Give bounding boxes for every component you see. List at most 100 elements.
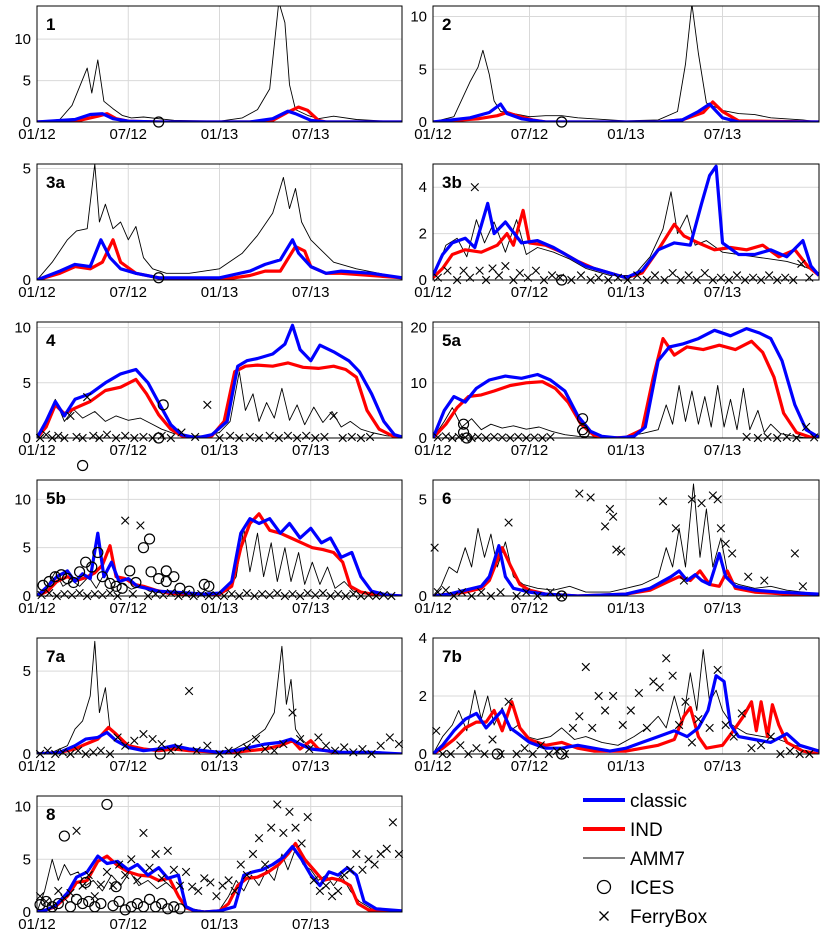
ferrybox-marker [340,870,349,880]
x-tick-label: 01/13 [201,916,239,933]
x-tick-label: 01/12 [414,442,452,459]
ferrybox-marker [737,709,746,718]
x-tick-label: 07/12 [109,126,147,143]
ices-marker [162,903,174,915]
ices-marker [95,897,107,910]
panel-label: 3a [46,173,65,192]
ferrybox-marker [192,746,201,755]
ferrybox-marker [340,743,349,752]
y-tick-label: 5 [23,160,31,177]
y-tick-label: 5 [23,375,31,392]
ferrybox-marker [608,691,618,701]
ferrybox-marker [148,734,157,744]
ferrybox-marker [41,430,51,439]
ferrybox-marker [515,268,525,278]
ferrybox-marker [494,271,504,280]
ferrybox-marker [658,497,668,506]
legend-cross-icon [599,911,609,921]
x-tick-label: 01/13 [201,758,239,775]
ferrybox-marker [98,590,107,600]
panel-label: 8 [46,805,55,824]
x-tick-label: 07/13 [704,284,742,301]
ferrybox-marker [242,870,252,880]
panel-label: 4 [46,331,56,350]
ices-marker [80,876,92,889]
x-tick-label: 07/12 [109,442,147,459]
ferrybox-marker [546,587,555,597]
x-tick-label: 07/13 [704,758,742,775]
legend-circle-icon [596,879,612,895]
y-tick-label: 0 [23,114,31,131]
x-tick-label: 01/13 [607,126,645,143]
ferrybox-marker [90,891,99,901]
y-tick-label: 5 [419,491,427,508]
ferrybox-marker [352,849,361,859]
x-tick-label: 01/12 [18,126,56,143]
x-tick-label: 01/12 [414,600,452,617]
panel-7b: 01/12 07/12 01/13 07/13 0 2 4 7b [414,630,820,775]
axes-frame [432,163,820,281]
ferrybox-marker [291,823,300,832]
ices-marker [168,901,180,913]
ferrybox-marker [200,874,209,883]
ferrybox-marker [489,432,499,442]
ferrybox-marker [175,881,185,890]
ferrybox-marker [333,589,343,599]
series-line-IND [433,700,819,754]
ferrybox-marker [279,739,288,749]
ferrybox-marker [547,271,557,280]
ferrybox-marker [456,741,465,750]
ferrybox-marker [197,589,206,599]
ferrybox-marker [309,876,318,885]
ices-marker [34,899,46,911]
ferrybox-marker [809,433,819,442]
ferrybox-marker [470,183,480,192]
y-tick-label: 0 [23,904,31,921]
x-tick-label: 01/13 [201,284,239,301]
y-tick-label: 0 [23,272,31,289]
ferrybox-marker [295,734,305,744]
ferrybox-marker [151,589,160,599]
ferrybox-marker [760,576,769,585]
ferrybox-marker [634,688,644,698]
ferrybox-marker [432,726,441,735]
ferrybox-marker [166,746,176,755]
ferrybox-marker [684,271,693,280]
ferrybox-marker [721,720,730,730]
ferrybox-marker [285,807,294,817]
series-line-classic [37,323,402,438]
ices-marker [77,897,89,910]
y-tick-label: 10 [14,491,31,508]
ferrybox-marker [382,844,391,853]
legend-item-ferrybox: FerryBox [599,907,708,928]
y-tick-label: 10 [410,375,427,392]
ferrybox-marker [303,812,312,822]
ices-marker [168,571,180,583]
ferrybox-marker [349,748,358,757]
series-line-AMM7 [37,527,402,596]
panel-2: 01/12 07/12 01/13 07/13 0 5 10 2 [410,5,820,143]
series-line-AMM7 [433,649,819,754]
ferrybox-marker [472,744,481,753]
x-tick-label: 01/13 [607,442,645,459]
ferrybox-marker [674,720,684,730]
ferrybox-marker [242,743,252,752]
ferrybox-marker [43,746,52,755]
ferrybox-marker [174,743,183,752]
ferrybox-marker [433,433,443,442]
ices-marker [576,413,589,425]
ferrybox-marker [314,733,323,742]
ferrybox-marker [626,706,636,715]
series-line-classic [37,845,402,912]
ferrybox-marker [96,880,106,889]
ferrybox-marker [798,582,808,591]
axes-frame [432,321,820,439]
ferrybox-marker [433,587,443,597]
ices-marker [578,426,590,439]
ferrybox-marker [37,590,46,600]
ferrybox-marker [330,746,340,755]
ferrybox-marker [671,524,681,533]
x-tick-label: 07/12 [109,916,147,933]
ferrybox-marker [370,860,379,869]
axes-frame [36,795,403,913]
